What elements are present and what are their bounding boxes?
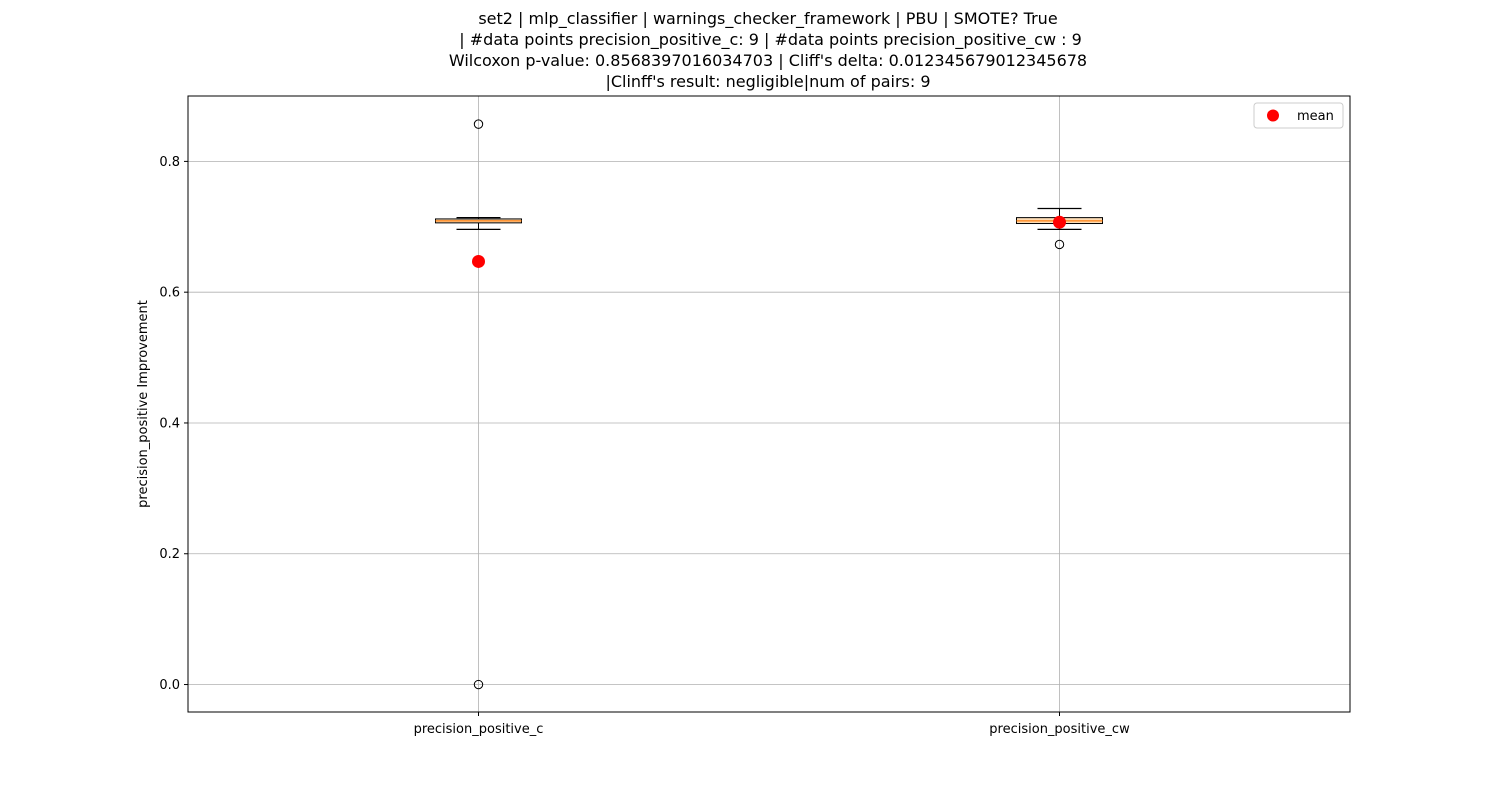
box-precision_positive_c: [435, 119, 522, 690]
chart-title: set2 | mlp_classifier | warnings_checker…: [0, 8, 1500, 92]
plot-layer: [435, 119, 1103, 690]
title-line-3: Wilcoxon p-value: 0.8568397016034703 | C…: [448, 51, 1088, 70]
axis-layer: 0.0 0.2 0.4 0.6 0.8 precision_positive_c preci…: [159, 155, 1130, 737]
x-tick-label: precision_positive_c: [414, 722, 544, 737]
y-tick-label: 0.0: [159, 678, 180, 693]
title-line-1: set2 | mlp_classifier | warnings_checker…: [478, 9, 1058, 28]
legend-mean-marker: [1267, 109, 1279, 122]
outlier-point: [473, 679, 484, 690]
outlier-point: [1054, 239, 1065, 250]
y-tick-label: 0.4: [159, 416, 180, 431]
y-axis-label: precision_positive Improvement: [136, 300, 151, 508]
mean-point: [1053, 215, 1066, 229]
plot-frame: [187, 95, 1351, 713]
outlier-point: [473, 119, 484, 129]
y-tick-label: 0.6: [159, 286, 180, 301]
y-tick-label: 0.2: [159, 547, 180, 562]
legend-mean-label: mean: [1297, 109, 1334, 124]
box-precision_positive_cw: [1016, 207, 1103, 250]
x-tick-label: precision_positive_cw: [989, 722, 1130, 737]
title-line-4: |Clinff's result: negligible|num of pair…: [605, 72, 931, 91]
y-tick-label: 0.8: [159, 155, 180, 170]
grid-layer: [188, 96, 1350, 712]
mean-point: [472, 254, 485, 268]
legend-frame: [1253, 102, 1344, 129]
title-line-2: | #data points precision_positive_c: 9 |…: [454, 30, 1082, 49]
legend: mean: [1253, 102, 1344, 129]
